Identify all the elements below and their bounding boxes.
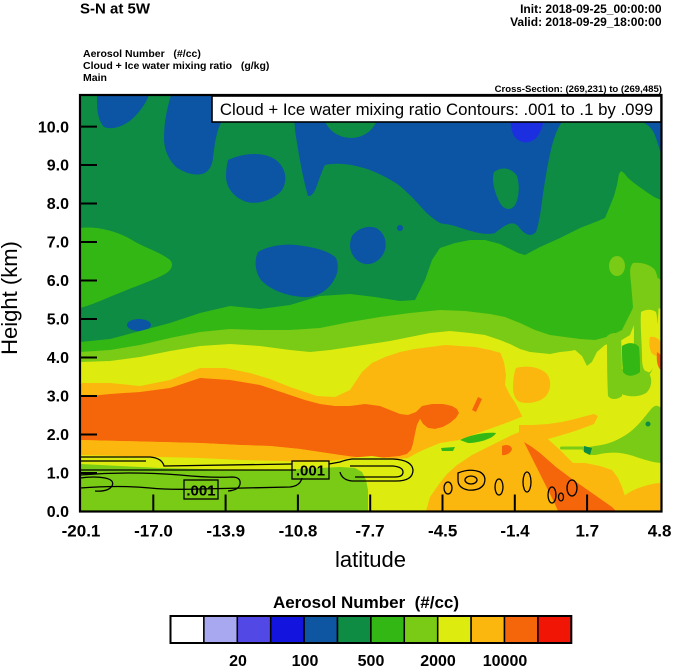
svg-text:1.0: 1.0 [47, 466, 69, 483]
svg-text:1.7: 1.7 [575, 522, 599, 541]
svg-text:10000: 10000 [483, 653, 528, 668]
svg-text:2000: 2000 [420, 653, 456, 668]
svg-text:3.0: 3.0 [47, 389, 69, 406]
svg-text:S-N at 5W: S-N at 5W [80, 1, 151, 18]
svg-text:Height (km): Height (km) [0, 241, 22, 355]
svg-text:Cross-Section: (269,231) to (2: Cross-Section: (269,231) to (269,485) [495, 84, 662, 95]
svg-text:500: 500 [358, 653, 385, 668]
svg-text:latitude: latitude [335, 547, 406, 572]
svg-text:-13.9: -13.9 [206, 522, 245, 541]
svg-text:2.0: 2.0 [47, 427, 69, 444]
svg-text:Aerosol Number (#/cc): Aerosol Number (#/cc) [83, 48, 201, 60]
svg-text:Main: Main [83, 72, 107, 84]
svg-text:9.0: 9.0 [47, 158, 69, 175]
svg-text:20: 20 [229, 653, 247, 668]
svg-text:5.0: 5.0 [47, 312, 69, 329]
svg-text:Init: 2018-09-25_00:00:00: Init: 2018-09-25_00:00:00 [520, 2, 662, 16]
svg-text:-17.0: -17.0 [134, 522, 173, 541]
svg-text:Aerosol Number (#/cc): Aerosol Number (#/cc) [273, 593, 459, 612]
svg-text:4.8: 4.8 [648, 522, 672, 541]
svg-text:Valid: 2018-09-29_18:00:00: Valid: 2018-09-29_18:00:00 [510, 15, 662, 29]
svg-text:Cloud + Ice water mixing ratio: Cloud + Ice water mixing ratio (g/kg) [83, 60, 269, 72]
svg-text:-7.7: -7.7 [355, 522, 384, 541]
svg-text:100: 100 [292, 653, 319, 668]
svg-text:6.0: 6.0 [47, 273, 69, 290]
svg-text:-10.8: -10.8 [279, 522, 318, 541]
svg-text:8.0: 8.0 [47, 196, 69, 213]
svg-text:.001: .001 [186, 483, 215, 500]
svg-text:0.0: 0.0 [47, 504, 69, 521]
svg-text:7.0: 7.0 [47, 235, 69, 252]
svg-text:4.0: 4.0 [47, 350, 69, 367]
svg-text:-1.4: -1.4 [500, 522, 530, 541]
svg-text:10.0: 10.0 [38, 119, 69, 136]
svg-text:-4.5: -4.5 [428, 522, 457, 541]
svg-text:Cloud + Ice water mixing ratio: Cloud + Ice water mixing ratio Contours:… [220, 100, 653, 119]
svg-text:.001: .001 [296, 463, 325, 480]
svg-text:-20.1: -20.1 [62, 522, 101, 541]
